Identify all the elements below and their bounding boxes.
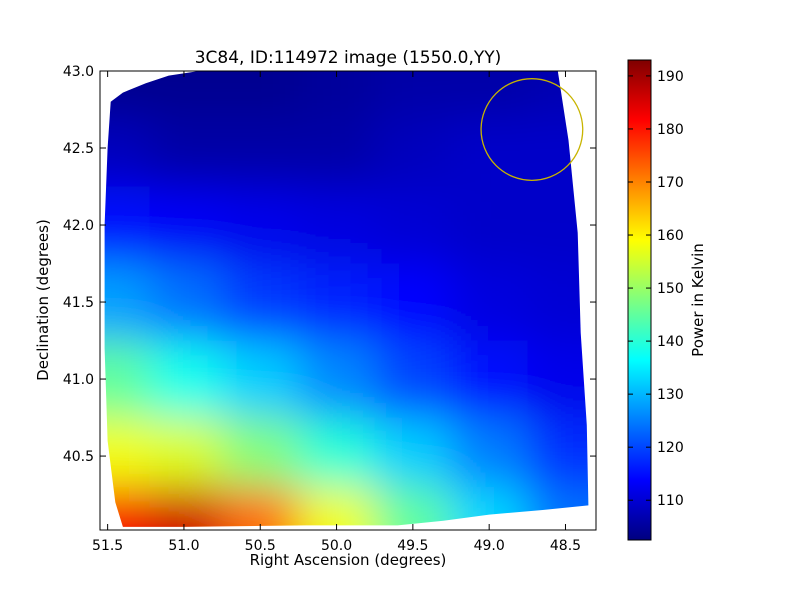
y-tick-label: 40.5 bbox=[63, 449, 94, 465]
heatmap-cell bbox=[104, 71, 151, 119]
heatmap-cell bbox=[451, 71, 529, 119]
heatmap-cell bbox=[222, 340, 300, 419]
heatmap-cell bbox=[149, 417, 224, 488]
circle-annotation bbox=[480, 78, 584, 182]
colorbar-tick-label: 160 bbox=[657, 228, 684, 244]
heatmap-cell bbox=[298, 117, 376, 188]
heatmap-cell bbox=[104, 486, 151, 527]
heatmap-cell bbox=[451, 340, 529, 419]
heatmap-cell bbox=[222, 186, 300, 265]
y-axis-ticks: 40.5 41.0 41.5 42.0 42.5 43.0 bbox=[63, 64, 596, 465]
heatmap-cell bbox=[527, 186, 589, 265]
y-axis-label: Declination (degrees) bbox=[34, 219, 52, 381]
heatmap-cell bbox=[527, 340, 589, 419]
heatmap-cell bbox=[451, 263, 529, 342]
heatmap-cell bbox=[149, 340, 224, 419]
heatmap-cell bbox=[149, 263, 224, 342]
colorbar bbox=[627, 59, 652, 541]
axes-frame bbox=[99, 70, 597, 531]
heatmap-cell bbox=[451, 117, 529, 188]
x-tick-label: 49.0 bbox=[474, 538, 505, 554]
y-tick-label: 41.0 bbox=[63, 372, 94, 388]
heatmap-cell bbox=[149, 186, 224, 265]
heatmap-cell bbox=[374, 186, 453, 265]
plot-area bbox=[104, 71, 589, 527]
colorbar-tick-label: 120 bbox=[657, 440, 684, 456]
x-tick-label: 51.0 bbox=[168, 538, 199, 554]
y-tick-label: 42.5 bbox=[63, 141, 94, 157]
heatmap-cell bbox=[374, 417, 453, 488]
x-tick-label: 48.5 bbox=[550, 538, 581, 554]
heatmap-cell bbox=[222, 486, 300, 527]
heatmap-cell bbox=[104, 186, 151, 265]
y-tick-label: 42.0 bbox=[63, 218, 94, 234]
colorbar-label: Power in Kelvin bbox=[689, 243, 707, 357]
heatmap-cell bbox=[298, 417, 376, 488]
heatmap-cell bbox=[222, 117, 300, 188]
x-tick-label: 49.5 bbox=[397, 538, 428, 554]
x-tick-label: 51.5 bbox=[92, 538, 123, 554]
colorbar-tick-label: 140 bbox=[657, 334, 684, 350]
heatmap-cell bbox=[451, 417, 529, 488]
x-tick-label: 50.0 bbox=[321, 538, 352, 554]
y-tick-label: 41.5 bbox=[63, 295, 94, 311]
heatmap-cell bbox=[222, 263, 300, 342]
heatmap-cell bbox=[104, 417, 151, 488]
heatmap-cell bbox=[149, 486, 224, 527]
heatmap-cell bbox=[298, 71, 376, 119]
colorbar-tick-label: 170 bbox=[657, 175, 684, 191]
heatmap-cell bbox=[298, 486, 376, 527]
heatmap-cell bbox=[222, 417, 300, 488]
chart-title: 3C84, ID:114972 image (1550.0,YY) bbox=[195, 48, 502, 68]
heatmap-cell bbox=[104, 263, 151, 342]
heatmap-image bbox=[104, 71, 589, 527]
colorbar-tick-label: 190 bbox=[657, 69, 684, 85]
heatmap-cell bbox=[374, 340, 453, 419]
heatmap-cell bbox=[298, 186, 376, 265]
heatmap-cell bbox=[222, 71, 300, 119]
heatmap-cell bbox=[149, 117, 224, 188]
colorbar-tick-label: 150 bbox=[657, 281, 684, 297]
heatmap-cell bbox=[527, 417, 589, 488]
colorbar-ticks: 110 120 130 140 150 160 170 180 190 bbox=[628, 69, 684, 509]
heatmap-cell bbox=[298, 263, 376, 342]
x-axis-label: Right Ascension (degrees) bbox=[250, 551, 447, 569]
heatmap-cell bbox=[374, 71, 453, 119]
heatmap-cell bbox=[149, 71, 224, 119]
heatmap-cell bbox=[104, 117, 151, 188]
colorbar-tick-label: 180 bbox=[657, 122, 684, 138]
heatmap-cell bbox=[374, 117, 453, 188]
colorbar-tick-label: 130 bbox=[657, 387, 684, 403]
heatmap-cell bbox=[527, 263, 589, 342]
heatmap-cell bbox=[527, 71, 589, 119]
heatmap-cell bbox=[104, 340, 151, 419]
heatmap-cell bbox=[298, 340, 376, 419]
heatmap-cell bbox=[374, 263, 453, 342]
y-tick-label: 43.0 bbox=[63, 64, 94, 80]
colorbar-tick-label: 110 bbox=[657, 493, 684, 509]
heatmap-cell bbox=[374, 486, 453, 527]
heatmap-cell bbox=[451, 186, 529, 265]
x-tick-label: 50.5 bbox=[245, 538, 276, 554]
x-axis-ticks: 51.5 51.0 50.5 50.0 49.5 49.0 48.5 bbox=[92, 71, 581, 554]
